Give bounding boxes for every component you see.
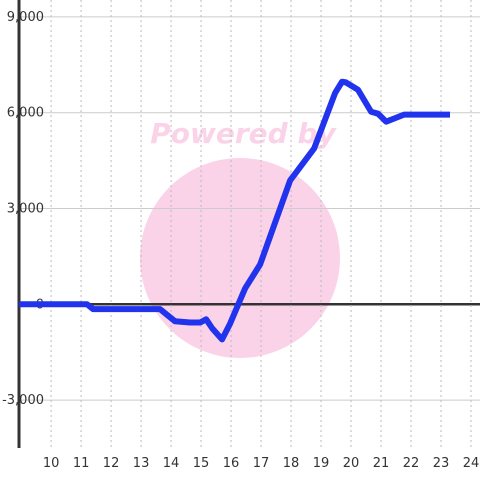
y-tick-label: -3,000 <box>2 393 44 408</box>
x-tick-label: 17 <box>253 456 270 471</box>
x-tick-label: 22 <box>403 456 420 471</box>
y-tick-label: 9,000 <box>7 10 44 25</box>
y-tick-label: 6,000 <box>7 106 44 121</box>
x-tick-label: 20 <box>343 456 360 471</box>
x-tick-label: 24 <box>463 456 480 471</box>
x-tick-label: 14 <box>163 456 180 471</box>
y-tick-label: 3,000 <box>7 202 44 217</box>
x-tick-label: 19 <box>313 456 330 471</box>
data-line <box>19 78 451 343</box>
watermark-circle <box>140 158 340 358</box>
x-tick-label: 10 <box>43 456 60 471</box>
x-tick-label: 12 <box>103 456 120 471</box>
x-tick-label: 16 <box>223 456 240 471</box>
x-tick-label: 23 <box>433 456 450 471</box>
x-tick-label: 18 <box>283 456 300 471</box>
x-tick-label: 11 <box>73 456 90 471</box>
watermark: Powered by <box>150 117 337 150</box>
x-tick-label: 13 <box>133 456 150 471</box>
x-tick-label: 15 <box>193 456 210 471</box>
x-tick-label: 21 <box>373 456 390 471</box>
